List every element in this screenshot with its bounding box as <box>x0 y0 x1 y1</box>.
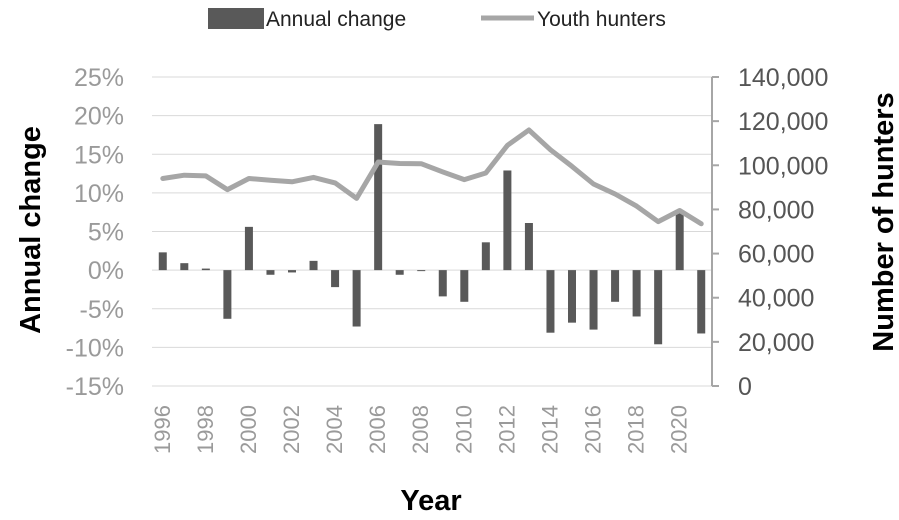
right-tick-label-0: 0 <box>738 373 752 401</box>
x-tick-label-2012: 2012 <box>494 405 519 454</box>
x-tick-label-2002: 2002 <box>279 405 304 454</box>
bar-2014 <box>546 270 555 333</box>
bar-2006 <box>374 124 383 271</box>
bar-2007 <box>395 270 404 275</box>
right-axis-title: Number of hunters <box>868 92 899 351</box>
right-tick-label-3: 60,000 <box>738 241 814 269</box>
left-tick-label-5: 10% <box>74 180 124 208</box>
left-tick-label-0: -15% <box>66 373 124 401</box>
x-tick-label-2018: 2018 <box>624 405 649 454</box>
bar-1998 <box>201 268 210 271</box>
bar-1999 <box>223 270 232 319</box>
left-axis-ticks: -15% -10% -5% 0% 5% 10% 15% 20% 25% <box>66 64 124 401</box>
legend-swatch-annual-change <box>208 8 264 29</box>
bar-2017 <box>611 270 620 302</box>
left-tick-label-7: 20% <box>74 103 124 131</box>
legend-label-annual-change: Annual change <box>266 8 406 31</box>
right-tick-label-1: 20,000 <box>738 329 814 357</box>
bar-2010 <box>460 270 469 302</box>
legend: Annual change Youth hunters <box>208 8 666 31</box>
right-tick-label-2: 40,000 <box>738 285 814 313</box>
bar-1997 <box>180 263 189 271</box>
bar-2011 <box>481 242 490 271</box>
right-tick-label-4: 80,000 <box>738 196 814 224</box>
annual-change-bars <box>158 124 706 345</box>
left-tick-label-6: 15% <box>74 141 124 169</box>
x-tick-label-2008: 2008 <box>408 405 433 454</box>
left-tick-label-4: 5% <box>88 219 124 247</box>
bar-2012 <box>503 170 512 271</box>
bar-2009 <box>438 270 447 297</box>
x-tick-label-2014: 2014 <box>538 405 563 454</box>
x-tick-label-1996: 1996 <box>150 405 175 454</box>
legend-label-youth-hunters: Youth hunters <box>537 8 666 31</box>
bar-2015 <box>568 270 576 323</box>
x-axis-ticks: 1996 1998 2000 2002 2004 2006 2008 2010 2012 2014… <box>150 405 692 454</box>
x-tick-label-2010: 2010 <box>451 405 476 454</box>
right-tick-label-5: 100,000 <box>738 152 828 180</box>
bar-2021 <box>697 270 706 334</box>
x-tick-label-2020: 2020 <box>667 405 692 454</box>
bar-2013 <box>524 223 533 271</box>
youth-hunters-line <box>160 127 704 227</box>
bar-2019 <box>654 270 663 345</box>
gridlines <box>152 76 712 387</box>
x-tick-label-1998: 1998 <box>193 405 218 454</box>
left-axis-title: Annual change <box>15 126 47 334</box>
bar-2002 <box>288 270 296 273</box>
bar-2008 <box>417 270 426 272</box>
bar-2003 <box>309 260 318 271</box>
left-tick-label-1: -10% <box>66 334 124 362</box>
x-tick-label-2004: 2004 <box>322 405 347 454</box>
x-tick-label-2006: 2006 <box>365 405 390 454</box>
right-axis-ticks: 0 20,000 40,000 60,000 80,000 100,000 120,000 1… <box>712 64 828 401</box>
bar-2018 <box>632 270 641 317</box>
left-tick-label-2: -5% <box>80 296 124 324</box>
bar-2016 <box>589 270 598 330</box>
x-tick-label-2016: 2016 <box>581 405 606 454</box>
bar-2004 <box>331 270 340 288</box>
bar-2020 <box>675 212 684 271</box>
left-tick-label-3: 0% <box>88 257 124 285</box>
bar-2001 <box>266 270 275 275</box>
bar-2000 <box>244 226 253 271</box>
right-tick-label-7: 140,000 <box>738 64 828 92</box>
youth-hunters-polyline <box>160 127 704 227</box>
left-tick-label-8: 25% <box>74 64 124 92</box>
bar-1996 <box>158 252 167 271</box>
right-tick-label-6: 120,000 <box>738 108 828 136</box>
bar-2005 <box>352 270 361 327</box>
x-axis-title: Year <box>400 485 461 517</box>
x-tick-label-2000: 2000 <box>236 405 261 454</box>
